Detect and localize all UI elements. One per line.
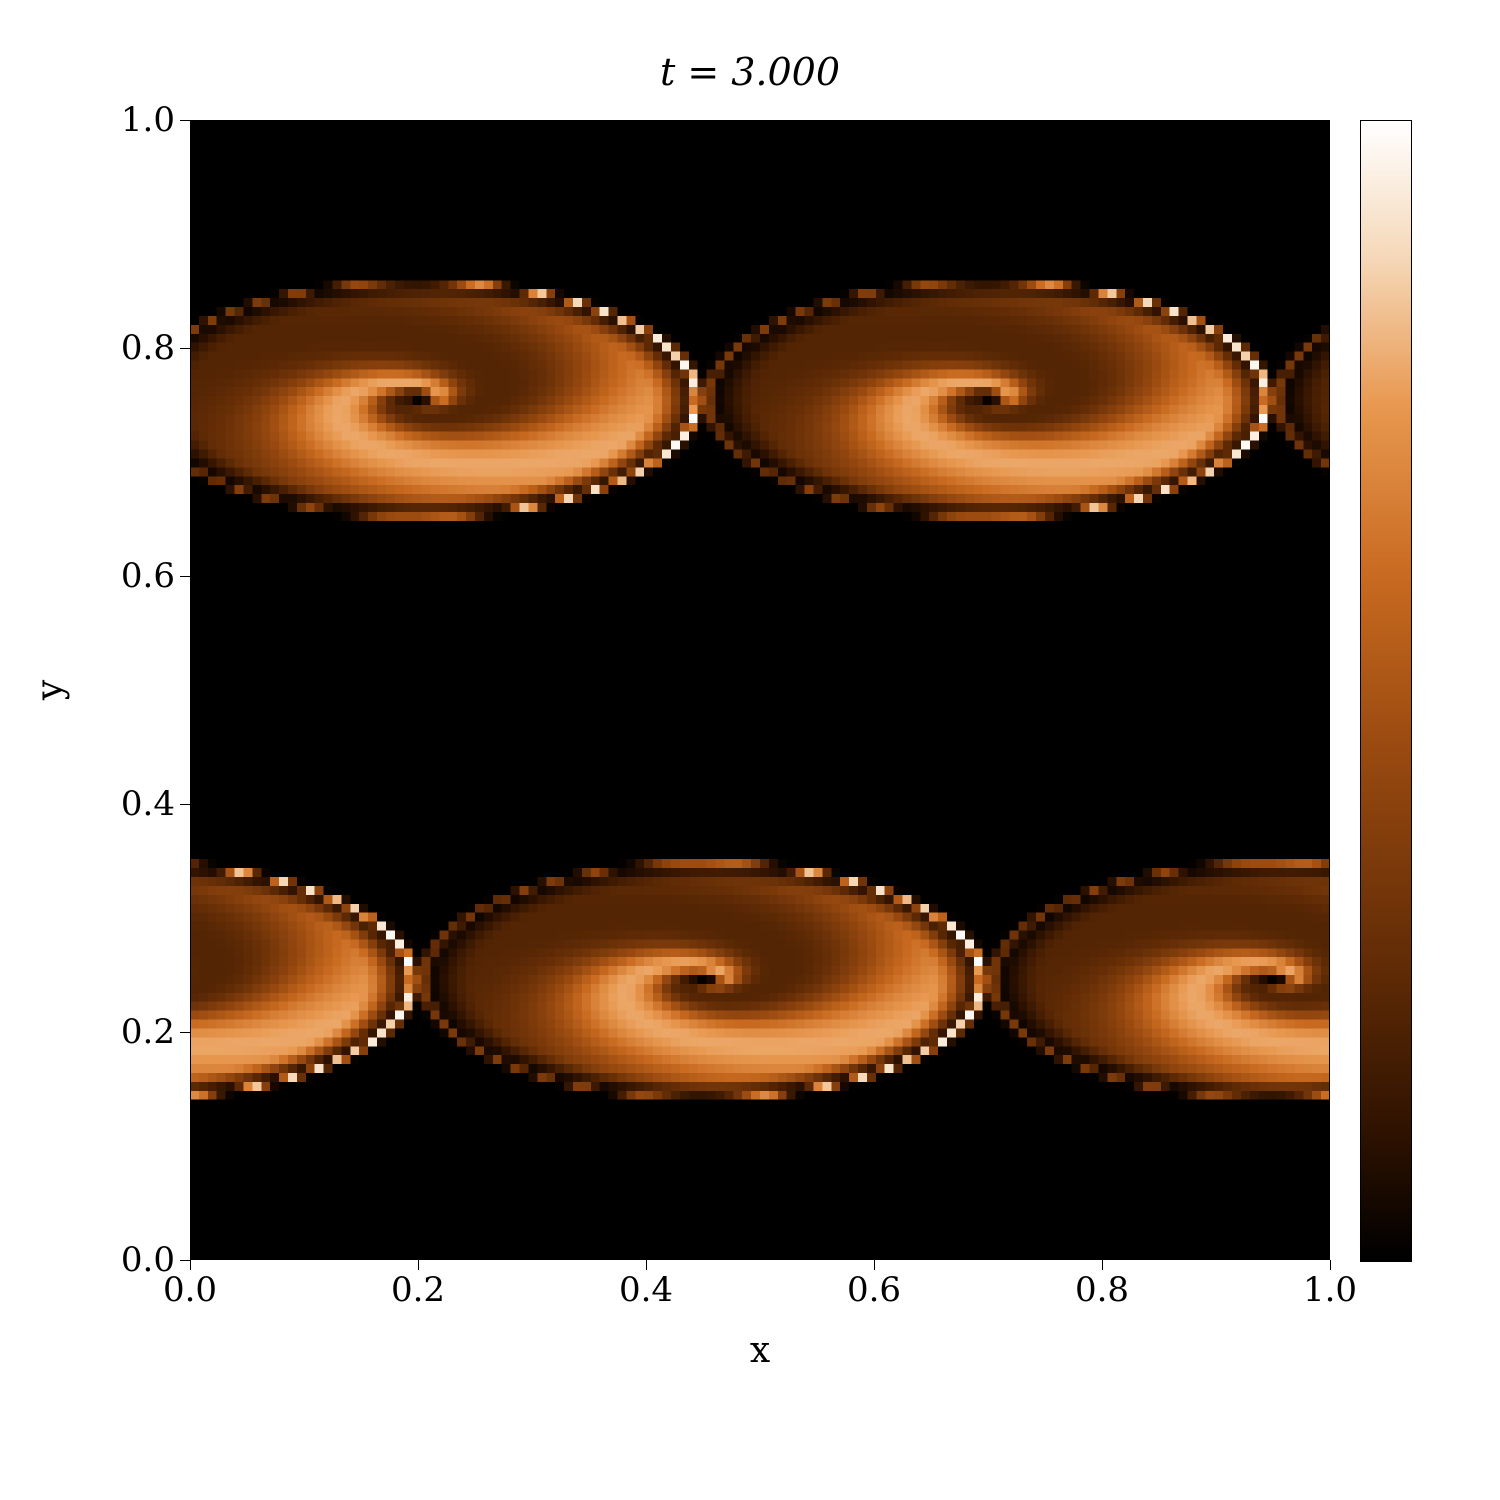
- title-var: t = 3.000: [660, 50, 840, 94]
- y-tick: [180, 1260, 190, 1261]
- x-tick: [874, 1260, 875, 1270]
- spine-left: [190, 120, 191, 1260]
- y-tick-label: 0.0: [95, 1240, 175, 1280]
- y-tick: [180, 120, 190, 121]
- x-tick-label: 0.6: [847, 1270, 901, 1310]
- plot-area: [190, 120, 1330, 1260]
- x-tick: [646, 1260, 647, 1270]
- y-tick-label: 0.6: [95, 556, 175, 596]
- x-tick: [190, 1260, 191, 1270]
- x-tick-label: 0.8: [1075, 1270, 1129, 1310]
- x-tick: [418, 1260, 419, 1270]
- y-tick: [180, 576, 190, 577]
- x-tick: [1330, 1260, 1331, 1270]
- y-tick-label: 0.8: [95, 328, 175, 368]
- spine-right: [1329, 120, 1330, 1260]
- y-tick: [180, 348, 190, 349]
- y-tick-label: 0.2: [95, 1012, 175, 1052]
- y-tick: [180, 1032, 190, 1033]
- figure: t = 3.000 x y 0.00.20.40.60.81.00.00.20.…: [0, 0, 1500, 1500]
- x-tick: [1102, 1260, 1103, 1270]
- heatmap-canvas: [190, 120, 1330, 1260]
- spine-bottom: [190, 1259, 1330, 1260]
- x-axis-label: x: [190, 1330, 1330, 1371]
- chart-title: t = 3.000: [0, 50, 1500, 94]
- x-tick-label: 1.0: [1303, 1270, 1357, 1310]
- x-tick-label: 0.4: [619, 1270, 673, 1310]
- x-tick-label: 0.2: [391, 1270, 445, 1310]
- y-tick-label: 0.4: [95, 784, 175, 824]
- spine-top: [190, 120, 1330, 121]
- colorbar: [1360, 120, 1412, 1262]
- y-tick-label: 1.0: [95, 100, 175, 140]
- y-axis-label: y: [30, 680, 71, 700]
- y-tick: [180, 804, 190, 805]
